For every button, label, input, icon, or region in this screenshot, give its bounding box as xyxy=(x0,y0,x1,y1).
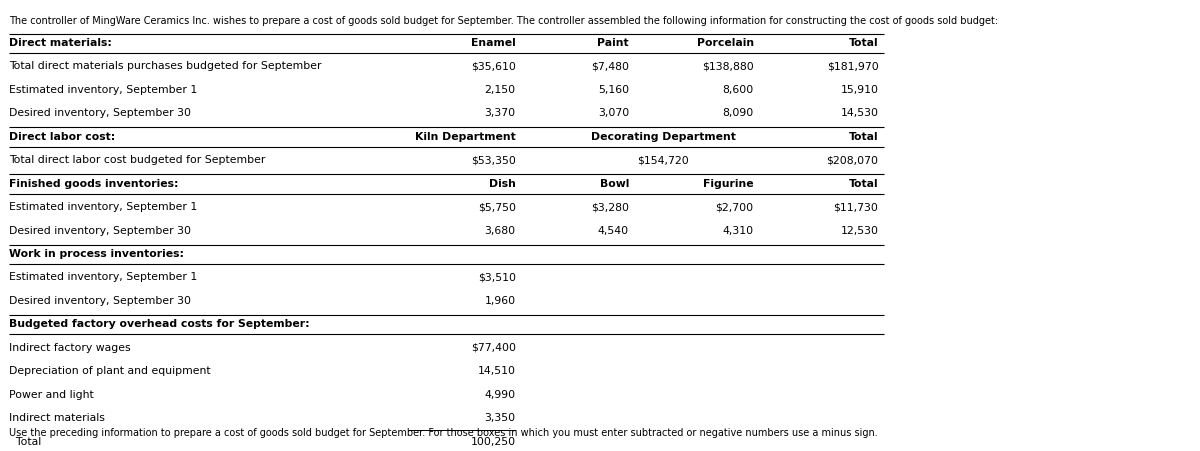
Text: Desired inventory, September 30: Desired inventory, September 30 xyxy=(10,108,191,118)
Text: $5,750: $5,750 xyxy=(478,202,516,212)
Text: 4,540: 4,540 xyxy=(598,226,629,235)
Text: 3,370: 3,370 xyxy=(485,108,516,118)
Text: Total: Total xyxy=(10,437,41,446)
Text: Use the preceding information to prepare a cost of goods sold budget for Septemb: Use the preceding information to prepare… xyxy=(10,428,878,438)
Text: Paint: Paint xyxy=(598,38,629,48)
Text: $154,720: $154,720 xyxy=(637,155,689,165)
Text: 4,310: 4,310 xyxy=(722,226,754,235)
Text: Direct labor cost:: Direct labor cost: xyxy=(10,132,115,142)
Text: 3,350: 3,350 xyxy=(485,413,516,423)
Text: Estimated inventory, September 1: Estimated inventory, September 1 xyxy=(10,85,197,95)
Text: Enamel: Enamel xyxy=(470,38,516,48)
Text: 5,160: 5,160 xyxy=(598,85,629,95)
Text: $77,400: $77,400 xyxy=(470,343,516,353)
Text: $7,480: $7,480 xyxy=(592,61,629,71)
Text: Estimated inventory, September 1: Estimated inventory, September 1 xyxy=(10,202,197,212)
Text: Figurine: Figurine xyxy=(703,179,754,189)
Text: The controller of MingWare Ceramics Inc. wishes to prepare a cost of goods sold : The controller of MingWare Ceramics Inc.… xyxy=(10,16,998,26)
Text: $11,730: $11,730 xyxy=(834,202,878,212)
Text: 4,990: 4,990 xyxy=(485,390,516,400)
Text: Depreciation of plant and equipment: Depreciation of plant and equipment xyxy=(10,366,211,376)
Text: Total direct materials purchases budgeted for September: Total direct materials purchases budgete… xyxy=(10,61,322,71)
Text: Total: Total xyxy=(848,132,878,142)
Text: Finished goods inventories:: Finished goods inventories: xyxy=(10,179,179,189)
Text: Work in process inventories:: Work in process inventories: xyxy=(10,249,184,259)
Text: $208,070: $208,070 xyxy=(827,155,878,165)
Text: $35,610: $35,610 xyxy=(470,61,516,71)
Text: Total direct labor cost budgeted for September: Total direct labor cost budgeted for Sep… xyxy=(10,155,265,165)
Text: 14,510: 14,510 xyxy=(478,366,516,376)
Text: Kiln Department: Kiln Department xyxy=(415,132,516,142)
Text: $53,350: $53,350 xyxy=(470,155,516,165)
Text: $181,970: $181,970 xyxy=(827,61,878,71)
Text: 15,910: 15,910 xyxy=(840,85,878,95)
Text: 14,530: 14,530 xyxy=(840,108,878,118)
Text: 2,150: 2,150 xyxy=(485,85,516,95)
Text: 1,960: 1,960 xyxy=(485,296,516,306)
Text: Porcelain: Porcelain xyxy=(697,38,754,48)
Text: Total: Total xyxy=(848,38,878,48)
Text: Desired inventory, September 30: Desired inventory, September 30 xyxy=(10,296,191,306)
Text: $3,510: $3,510 xyxy=(478,272,516,282)
Text: Estimated inventory, September 1: Estimated inventory, September 1 xyxy=(10,272,197,282)
Text: 3,070: 3,070 xyxy=(598,108,629,118)
Text: $3,280: $3,280 xyxy=(592,202,629,212)
Text: 100,250: 100,250 xyxy=(470,437,516,446)
Text: Dish: Dish xyxy=(488,179,516,189)
Text: 12,530: 12,530 xyxy=(840,226,878,235)
Text: 3,680: 3,680 xyxy=(485,226,516,235)
Text: $138,880: $138,880 xyxy=(702,61,754,71)
Text: Indirect materials: Indirect materials xyxy=(10,413,104,423)
Text: 8,090: 8,090 xyxy=(722,108,754,118)
Text: Bowl: Bowl xyxy=(600,179,629,189)
Text: Indirect factory wages: Indirect factory wages xyxy=(10,343,131,353)
Text: Budgeted factory overhead costs for September:: Budgeted factory overhead costs for Sept… xyxy=(10,319,310,329)
Text: Power and light: Power and light xyxy=(10,390,94,400)
Text: Direct materials:: Direct materials: xyxy=(10,38,112,48)
Text: Decorating Department: Decorating Department xyxy=(590,132,736,142)
Text: $2,700: $2,700 xyxy=(715,202,754,212)
Text: 8,600: 8,600 xyxy=(722,85,754,95)
Text: Total: Total xyxy=(848,179,878,189)
Text: Desired inventory, September 30: Desired inventory, September 30 xyxy=(10,226,191,235)
